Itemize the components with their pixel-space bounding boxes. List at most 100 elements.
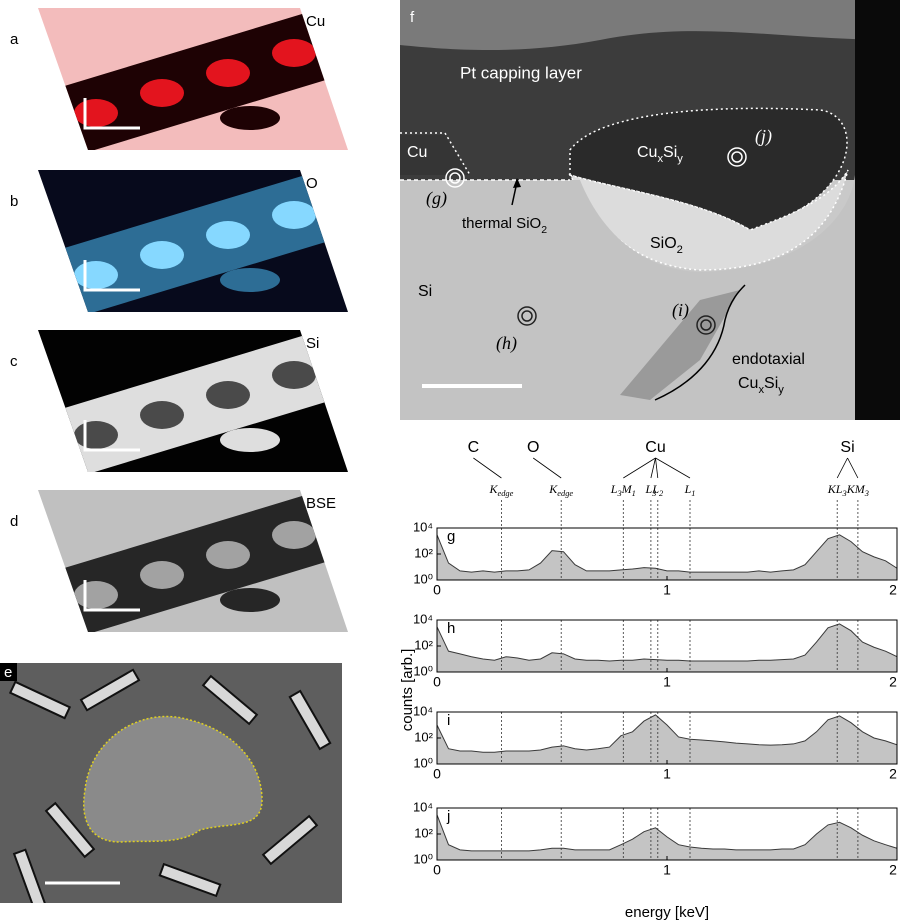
element-label: Si — [840, 439, 854, 456]
line-label-part: edge — [557, 489, 573, 498]
map-feature — [206, 541, 250, 569]
line-label-part: 1 — [691, 489, 695, 498]
y-tick-label: 10² — [414, 545, 433, 560]
panel-letter: h — [447, 620, 455, 637]
y-tick-label: 10⁰ — [413, 851, 433, 866]
map-feature — [272, 361, 316, 389]
layer-label-part: Si — [764, 375, 778, 392]
x-tick-label: 1 — [663, 674, 671, 690]
map-label: O — [306, 175, 318, 192]
x-tick-label: 2 — [889, 862, 897, 878]
map-panel: cSi — [10, 330, 360, 472]
point-label: (i) — [672, 300, 689, 321]
map-feature — [74, 261, 118, 289]
x-tick-label: 0 — [433, 674, 441, 690]
panel-letter: g — [447, 528, 455, 545]
map-feature — [206, 59, 250, 87]
panel-letter: b — [10, 193, 18, 210]
spectrum-chart: 10⁰ 10² 10⁴ 0 1 2 g — [413, 519, 897, 597]
line-label-part: 2 — [659, 489, 663, 498]
y-tick-label: 10⁰ — [413, 755, 433, 770]
line-label-part: 1 — [632, 489, 636, 498]
x-tick-label: 1 — [663, 766, 671, 782]
layer-label: Pt capping layer — [460, 63, 582, 82]
y-tick-label: 10⁴ — [413, 519, 433, 534]
spectrum-area — [437, 715, 897, 764]
layer-label-part: Cu — [637, 144, 657, 161]
layer-label-part: 2 — [541, 224, 547, 236]
layer-label-part: y — [778, 384, 784, 396]
line-label: KL3 — [827, 482, 847, 499]
element-label: C — [468, 439, 480, 456]
point-label: (g) — [426, 188, 447, 209]
layer-label: Si — [418, 283, 432, 300]
spectrum-area — [437, 815, 897, 860]
spectrum-area — [437, 624, 897, 672]
line-label: L1 — [684, 482, 696, 499]
x-tick-label: 1 — [663, 582, 671, 598]
x-tick-label: 1 — [663, 862, 671, 878]
map-panel: a Cu — [10, 8, 360, 150]
map-panel: bO — [10, 170, 360, 312]
element-label: Cu — [645, 439, 665, 456]
leader-line — [656, 458, 658, 478]
map-feature — [140, 401, 184, 429]
x-tick-label: 0 — [433, 582, 441, 598]
x-axis-label: energy [keV] — [625, 904, 709, 921]
map-feature — [74, 99, 118, 127]
map-feature — [140, 561, 184, 589]
y-tick-label: 10⁴ — [413, 799, 433, 814]
panel-letter: c — [10, 353, 18, 370]
leader-line — [656, 458, 691, 478]
map-feature — [140, 79, 184, 107]
line-label: L3M1 — [610, 482, 636, 499]
line-label-part: KL — [827, 482, 843, 496]
figure: aCubOcSidBSEefPt capping layerCu(g)therm… — [0, 0, 900, 923]
panel-letter: a — [10, 31, 19, 48]
x-tick-label: 2 — [889, 582, 897, 598]
line-label: Kedge — [548, 482, 573, 499]
map-panel: d BSE — [10, 490, 360, 632]
right-edge — [855, 0, 900, 420]
point-label: (h) — [496, 333, 517, 354]
y-axis-label: counts [arb.] — [399, 649, 416, 732]
line-label: Kedge — [488, 482, 513, 499]
layer-label-part: y — [677, 153, 683, 165]
panel-letter: d — [10, 513, 18, 530]
map-label: BSE — [306, 495, 336, 512]
leader-line — [651, 458, 656, 478]
panel-letter: i — [447, 712, 450, 729]
y-tick-label: 10² — [414, 729, 433, 744]
y-tick-label: 10⁴ — [413, 611, 433, 626]
leader-line — [837, 458, 847, 478]
line-label-part: 3 — [864, 489, 869, 498]
x-tick-label: 2 — [889, 766, 897, 782]
layer-label-part: SiO — [650, 235, 677, 252]
map-feature — [140, 241, 184, 269]
layer-label: endotaxial — [732, 351, 805, 368]
map-feature — [74, 421, 118, 449]
y-tick-label: 10² — [414, 637, 433, 652]
panel-e — [0, 663, 342, 910]
layer-label-part: thermal SiO — [462, 215, 541, 232]
layer-label-part: 2 — [677, 244, 683, 256]
leader-line — [533, 458, 561, 478]
x-tick-label: 2 — [889, 674, 897, 690]
map-feature — [272, 521, 316, 549]
y-tick-label: 10² — [414, 825, 433, 840]
y-tick-label: 10⁰ — [413, 571, 433, 586]
leader-line — [623, 458, 655, 478]
panel-letter: e — [4, 664, 12, 681]
panel-letter: j — [446, 808, 450, 825]
map-feature — [74, 581, 118, 609]
map-feature — [206, 381, 250, 409]
map-feature — [220, 588, 280, 612]
layer-label-part: Si — [663, 144, 677, 161]
map-label: Cu — [306, 13, 325, 30]
map-feature — [272, 39, 316, 67]
map-feature — [272, 201, 316, 229]
spectrum-area — [437, 535, 897, 580]
map-feature — [220, 428, 280, 452]
